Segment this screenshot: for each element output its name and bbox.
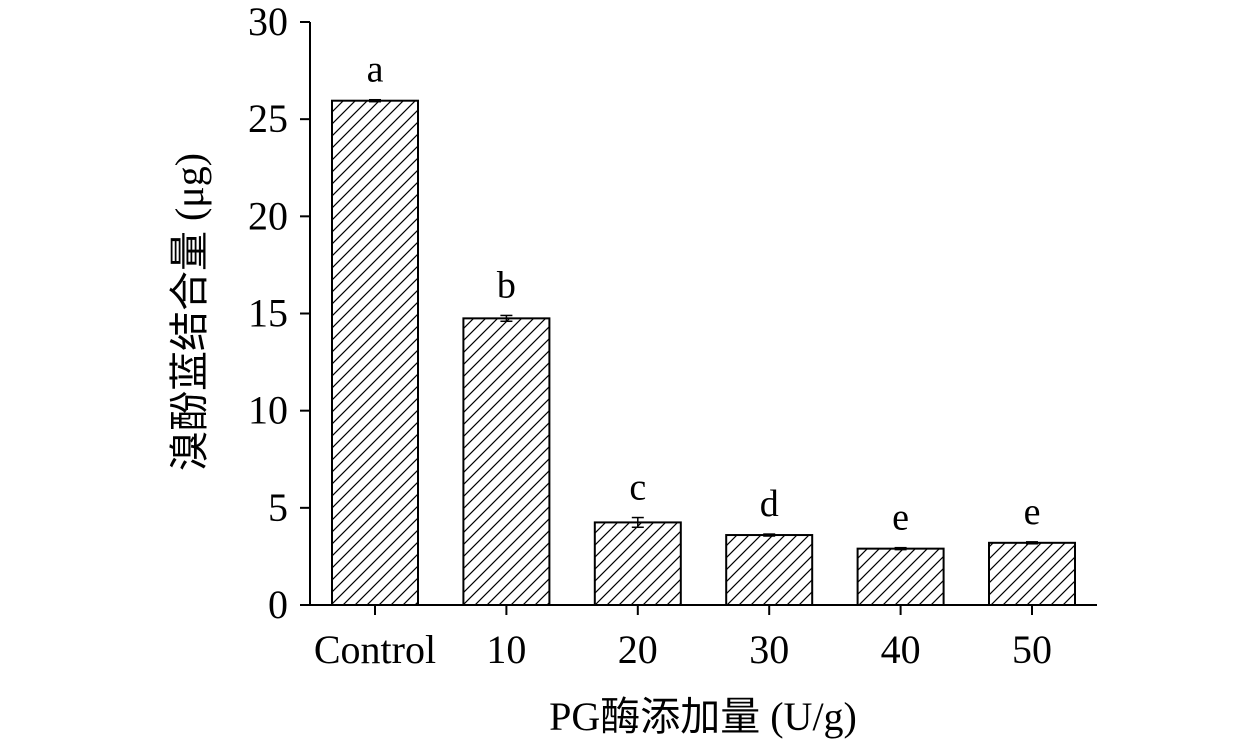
y-tick-label: 15 — [248, 291, 288, 336]
y-tick-label: 10 — [248, 388, 288, 433]
x-tick-label: Control — [314, 627, 436, 672]
error-bar — [1026, 541, 1038, 545]
significance-letter: a — [367, 49, 384, 91]
axes — [309, 22, 1097, 606]
y-axis-title: 溴酚蓝结合量 (μg) — [167, 153, 212, 471]
x-axis-title: PG酶添加量 (U/g) — [549, 694, 857, 739]
bar — [856, 547, 945, 606]
error-bar — [500, 314, 513, 323]
y-tick-label: 20 — [248, 193, 288, 238]
bar — [988, 541, 1076, 607]
bar — [593, 521, 682, 606]
x-tick-label: 40 — [881, 627, 921, 672]
y-tick-label: 30 — [248, 0, 288, 44]
bar — [331, 99, 419, 607]
x-tick-label: 50 — [1012, 627, 1052, 672]
error-bar — [763, 533, 776, 537]
error-bar — [631, 516, 644, 529]
error-bar — [369, 98, 381, 103]
significance-letter: e — [892, 497, 909, 539]
error-bars — [369, 98, 1038, 551]
error-bar — [894, 546, 907, 551]
significance-letter: b — [497, 264, 516, 306]
x-tick-label: 20 — [618, 627, 658, 672]
bar — [462, 317, 551, 606]
x-tick-label: 10 — [486, 627, 526, 672]
significance-labels: a b c d e e — [367, 49, 1041, 539]
y-tick-label: 5 — [268, 485, 288, 530]
significance-letter: c — [629, 467, 646, 509]
significance-letter: e — [1024, 491, 1041, 533]
significance-letter: d — [760, 483, 779, 525]
y-tick-label: 0 — [268, 582, 288, 627]
y-tick-label: 25 — [248, 96, 288, 141]
x-tick-label: 30 — [749, 627, 789, 672]
y-ticks: 0 5 10 15 20 25 30 — [248, 0, 310, 627]
bars — [331, 99, 1076, 607]
x-ticks: Control 10 20 30 40 50 — [314, 605, 1052, 672]
bar — [725, 534, 814, 606]
